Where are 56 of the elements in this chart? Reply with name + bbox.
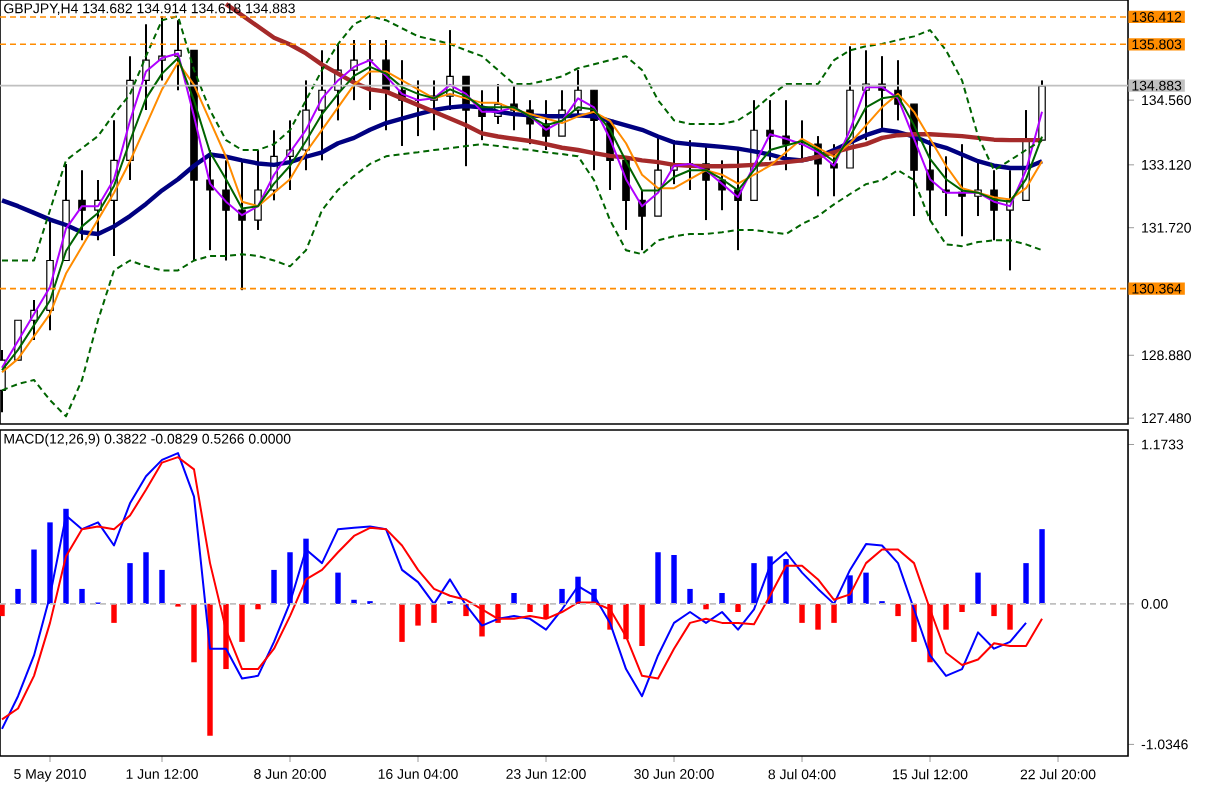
bar — [143, 552, 149, 604]
bar — [623, 603, 629, 640]
bar — [335, 572, 341, 604]
bar — [767, 556, 773, 604]
bar — [863, 572, 869, 604]
bar — [127, 563, 133, 604]
bar — [111, 603, 117, 623]
bar — [927, 603, 933, 663]
bar — [431, 603, 437, 623]
bar — [527, 603, 533, 613]
bar — [31, 549, 37, 604]
bar — [655, 552, 661, 604]
bar — [207, 603, 213, 736]
bar — [1023, 563, 1029, 604]
bar — [1039, 529, 1045, 604]
bar — [943, 603, 949, 630]
bar — [399, 603, 405, 642]
bar — [287, 552, 293, 604]
bar — [239, 603, 245, 642]
bar — [159, 569, 165, 604]
bar — [559, 588, 565, 604]
bar — [15, 588, 21, 604]
bar — [687, 588, 693, 604]
bar — [415, 603, 421, 626]
bar — [495, 603, 501, 623]
bar — [975, 572, 981, 604]
bar — [703, 603, 709, 610]
candlestick — [254, 149, 262, 231]
bar — [831, 603, 837, 623]
bar — [895, 603, 901, 617]
bar — [735, 603, 741, 613]
line-series — [1, 143, 1044, 418]
bar — [959, 603, 965, 613]
bar — [79, 588, 85, 604]
bar — [799, 603, 805, 623]
bar — [815, 603, 821, 630]
candlestick — [222, 159, 230, 262]
bar — [255, 603, 261, 610]
bar — [511, 593, 517, 604]
bar — [751, 563, 757, 604]
bar — [63, 508, 69, 604]
bar — [303, 538, 309, 604]
bar — [639, 603, 645, 646]
bar — [719, 593, 725, 604]
candlestick — [654, 135, 662, 218]
bar — [575, 576, 581, 604]
bar — [271, 569, 277, 604]
bar — [0, 603, 5, 617]
bar — [543, 603, 549, 619]
bar — [671, 554, 677, 604]
bar — [1007, 603, 1013, 630]
bar — [47, 522, 53, 604]
bar — [223, 603, 229, 670]
bar — [191, 603, 197, 663]
bar — [991, 603, 997, 617]
bar — [783, 559, 789, 604]
